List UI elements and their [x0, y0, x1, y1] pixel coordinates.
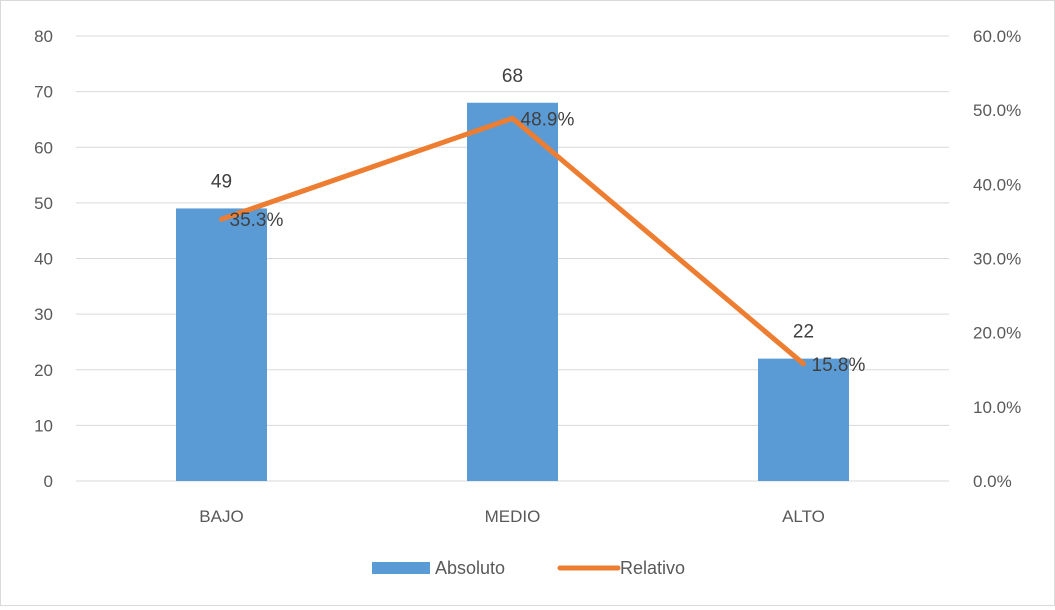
line-data-label: 15.8% — [812, 355, 866, 376]
y-tick-label-right: 0.0% — [973, 472, 1012, 491]
line-data-label: 48.9% — [521, 109, 575, 130]
y-tick-label-left: 80 — [34, 27, 53, 46]
legend-label: Relativo — [620, 558, 685, 578]
y-tick-label-right: 50.0% — [973, 101, 1021, 120]
y-tick-label-left: 60 — [34, 138, 53, 157]
y-tick-label-left: 10 — [34, 416, 53, 435]
legend: Absoluto Relativo — [372, 558, 685, 578]
y-tick-label-right: 20.0% — [973, 324, 1021, 343]
x-axis: BAJO MEDIO ALTO — [199, 507, 825, 526]
x-tick-label: MEDIO — [485, 507, 541, 526]
y-tick-label-left: 70 — [34, 83, 53, 102]
x-tick-label: BAJO — [199, 507, 243, 526]
bar-data-label: 22 — [793, 322, 814, 343]
y-axis-right: 0.0% 10.0% 20.0% 30.0% 40.0% 50.0% 60.0% — [973, 27, 1021, 491]
y-tick-label-left: 40 — [34, 250, 53, 269]
y-tick-label-right: 40.0% — [973, 175, 1021, 194]
legend-label: Absoluto — [435, 558, 505, 578]
bar — [176, 208, 267, 481]
bar — [758, 359, 849, 481]
legend-swatch-bar — [372, 562, 430, 574]
bar — [467, 103, 558, 481]
y-tick-label-right: 10.0% — [973, 398, 1021, 417]
y-tick-label-left: 20 — [34, 361, 53, 380]
bar-series — [176, 103, 849, 481]
y-tick-label-left: 0 — [44, 472, 53, 491]
y-tick-label-right: 30.0% — [973, 250, 1021, 269]
line-data-label: 35.3% — [230, 210, 284, 231]
y-tick-label-right: 60.0% — [973, 27, 1021, 46]
y-tick-label-left: 50 — [34, 194, 53, 213]
y-tick-label-left: 30 — [34, 305, 53, 324]
bar-data-label: 49 — [211, 171, 232, 192]
x-tick-label: ALTO — [782, 507, 825, 526]
bar-data-label: 68 — [502, 66, 523, 87]
y-axis-left: 0 10 20 30 40 50 60 70 80 — [34, 27, 53, 491]
